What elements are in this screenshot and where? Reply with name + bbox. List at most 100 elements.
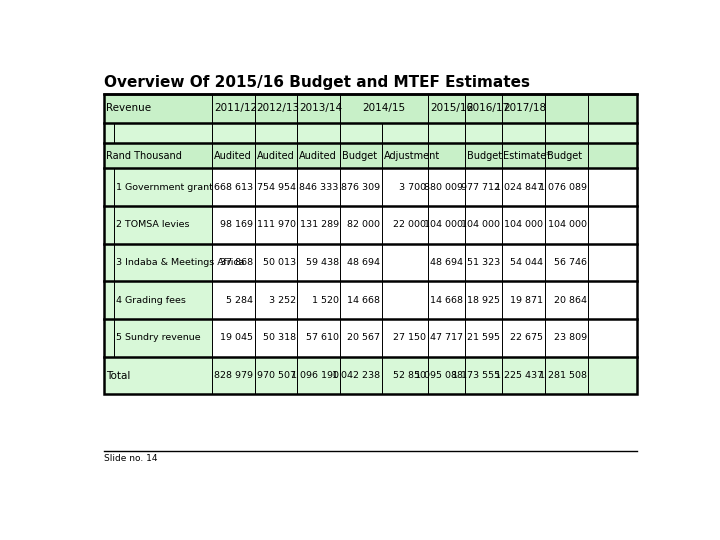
Text: 2012/13: 2012/13 [256, 103, 300, 113]
Text: 880 009: 880 009 [424, 183, 463, 192]
Bar [382, 357, 428, 394]
Bar [104, 357, 212, 394]
Bar [428, 319, 464, 357]
Text: 1 096 190: 1 096 190 [291, 371, 338, 380]
Text: 19 045: 19 045 [220, 333, 253, 342]
Bar [212, 206, 255, 244]
Text: 1 024 847: 1 024 847 [495, 183, 544, 192]
Text: Budget: Budget [467, 151, 502, 161]
Text: 37 868: 37 868 [220, 258, 253, 267]
Bar [545, 244, 588, 281]
Text: 54 044: 54 044 [510, 258, 544, 267]
Bar [382, 123, 428, 143]
Bar [212, 281, 255, 319]
Text: 846 333: 846 333 [300, 183, 338, 192]
Bar [428, 94, 464, 123]
Text: 14 668: 14 668 [430, 296, 463, 305]
Bar [341, 319, 382, 357]
Bar [341, 357, 382, 394]
Bar [588, 357, 637, 394]
Text: 48 694: 48 694 [430, 258, 463, 267]
Text: 48 694: 48 694 [347, 258, 380, 267]
Bar [588, 281, 637, 319]
Text: 2011/12: 2011/12 [214, 103, 257, 113]
Text: 104 000: 104 000 [548, 220, 587, 230]
Bar [212, 168, 255, 206]
Bar [382, 319, 428, 357]
Bar [341, 281, 382, 319]
Text: Revenue: Revenue [106, 103, 151, 113]
Text: Audited: Audited [214, 151, 251, 161]
Bar [382, 143, 428, 168]
Bar [104, 206, 114, 244]
Bar [588, 244, 637, 281]
Bar [212, 143, 255, 168]
Bar [297, 206, 341, 244]
Text: 23 809: 23 809 [554, 333, 587, 342]
Bar [341, 244, 382, 281]
Bar [212, 94, 255, 123]
Text: 3 Indaba & Meetings Africa: 3 Indaba & Meetings Africa [117, 258, 245, 267]
Bar [114, 123, 212, 143]
Bar [255, 281, 297, 319]
Bar [382, 281, 428, 319]
Bar [255, 357, 297, 394]
Text: 2013/14: 2013/14 [300, 103, 343, 113]
Bar [428, 143, 464, 168]
Text: 5 Sundry revenue: 5 Sundry revenue [117, 333, 201, 342]
Text: Adjustment: Adjustment [384, 151, 440, 161]
Text: Audited: Audited [300, 151, 337, 161]
Text: 2016/17: 2016/17 [467, 103, 510, 113]
Bar [428, 244, 464, 281]
Bar [212, 123, 255, 143]
Bar [545, 143, 588, 168]
Bar [502, 357, 545, 394]
Text: 3 700: 3 700 [399, 183, 426, 192]
Text: 977 712: 977 712 [461, 183, 500, 192]
Text: 52 850: 52 850 [393, 371, 426, 380]
Text: 4 Grading fees: 4 Grading fees [117, 296, 186, 305]
Text: Budget: Budget [547, 151, 582, 161]
Bar [297, 244, 341, 281]
Text: 56 746: 56 746 [554, 258, 587, 267]
Bar [428, 206, 464, 244]
Bar [464, 281, 502, 319]
Bar [428, 123, 464, 143]
Text: 22 675: 22 675 [510, 333, 544, 342]
Text: 2 TOMSA levies: 2 TOMSA levies [117, 220, 190, 230]
Text: 111 970: 111 970 [257, 220, 296, 230]
Text: 50 318: 50 318 [263, 333, 296, 342]
Text: 2015/16: 2015/16 [430, 103, 473, 113]
Text: 14 668: 14 668 [347, 296, 380, 305]
Text: 104 000: 104 000 [505, 220, 544, 230]
Bar [545, 319, 588, 357]
Text: 970 507: 970 507 [257, 371, 296, 380]
Text: 1 Government grant: 1 Government grant [117, 183, 213, 192]
Bar [212, 319, 255, 357]
Bar [464, 143, 502, 168]
Bar [502, 244, 545, 281]
Bar [255, 123, 297, 143]
Bar [104, 143, 212, 168]
Bar [588, 143, 637, 168]
Bar [341, 143, 382, 168]
Text: 104 000: 104 000 [461, 220, 500, 230]
Bar [464, 244, 502, 281]
Bar [341, 168, 382, 206]
Bar [114, 206, 212, 244]
Bar [255, 168, 297, 206]
Text: 1 042 238: 1 042 238 [332, 371, 380, 380]
Text: 82 000: 82 000 [347, 220, 380, 230]
Bar [104, 281, 114, 319]
Bar [428, 168, 464, 206]
Bar [255, 319, 297, 357]
Bar [297, 123, 341, 143]
Text: 51 323: 51 323 [467, 258, 500, 267]
Text: Estimate*: Estimate* [503, 151, 552, 161]
Bar [502, 206, 545, 244]
Bar [428, 357, 464, 394]
Text: 668 613: 668 613 [214, 183, 253, 192]
Text: 2017/18: 2017/18 [503, 103, 546, 113]
Bar [114, 168, 212, 206]
Text: 3 252: 3 252 [269, 296, 296, 305]
